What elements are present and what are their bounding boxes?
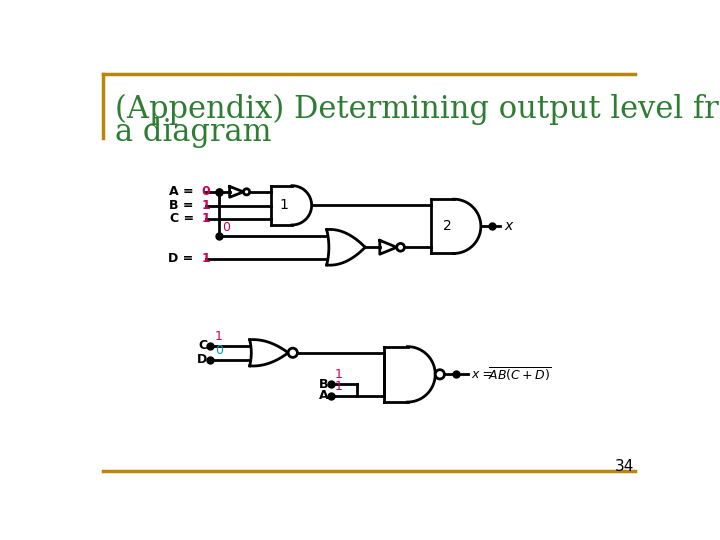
Text: x =: x = [472,368,498,381]
Text: 34: 34 [616,460,634,475]
Text: 1: 1 [201,212,210,225]
Text: 1: 1 [334,368,342,381]
Text: 1: 1 [334,380,342,393]
Text: 2: 2 [444,219,452,233]
Circle shape [435,370,444,379]
Circle shape [243,189,250,195]
Text: C =: C = [170,212,198,225]
Text: 1: 1 [280,198,289,212]
Text: a diagram: a diagram [115,117,271,148]
Text: 1: 1 [201,252,210,265]
Text: x: x [504,219,512,233]
Text: (Appendix) Determining output level from: (Appendix) Determining output level from [115,94,720,125]
Text: 0: 0 [222,221,230,234]
Text: 0: 0 [215,343,223,356]
Text: A: A [318,389,328,402]
Text: $\overline{AB(C + D)}$: $\overline{AB(C + D)}$ [488,366,552,383]
Text: B: B [319,378,328,391]
Text: C: C [198,339,207,353]
Text: 0: 0 [201,185,210,198]
Circle shape [397,244,405,251]
Text: D =: D = [168,252,198,265]
Text: B =: B = [169,199,198,212]
Text: D: D [197,353,207,366]
Text: 1: 1 [201,199,210,212]
Text: 1: 1 [215,330,222,343]
Text: A =: A = [169,185,198,198]
Circle shape [288,348,297,357]
